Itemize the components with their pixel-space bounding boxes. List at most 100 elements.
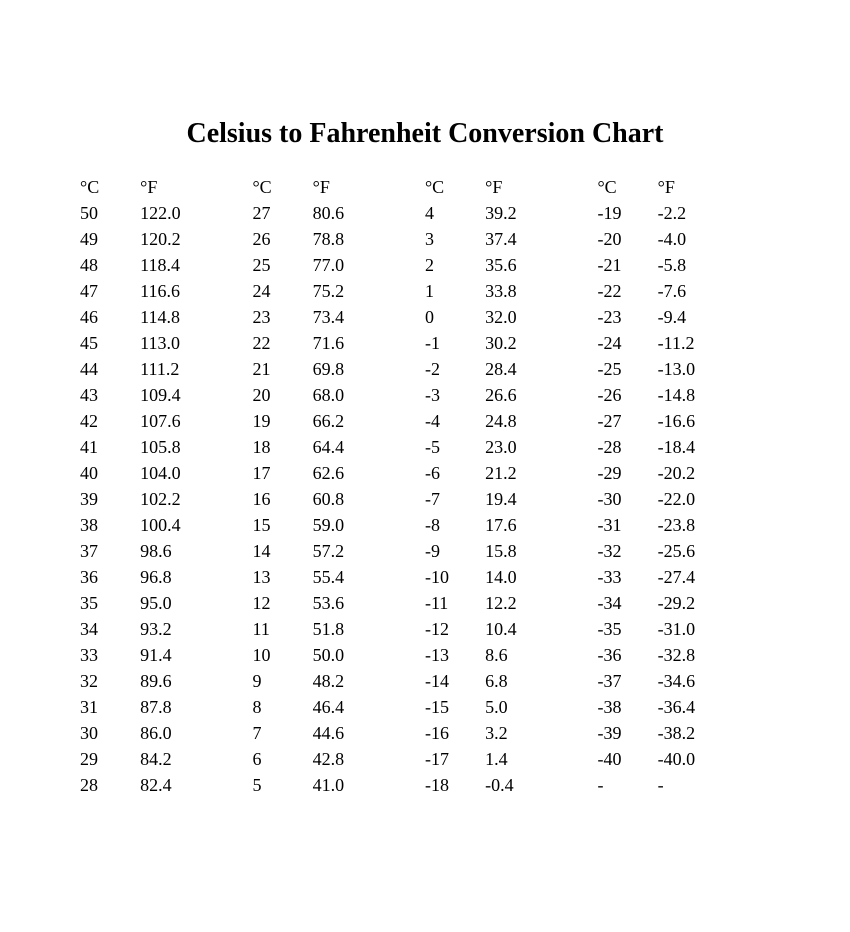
- document-page: Celsius to Fahrenheit Conversion Chart °…: [0, 0, 850, 798]
- col-header-f: °F: [658, 174, 770, 200]
- cell-fahrenheit: 53.6: [313, 590, 425, 616]
- cell-celsius: 41: [80, 434, 140, 460]
- cell-fahrenheit: 23.0: [485, 434, 597, 460]
- cell-celsius: -19: [597, 200, 657, 226]
- cell-fahrenheit: 114.8: [140, 304, 252, 330]
- cell-celsius: 4: [425, 200, 485, 226]
- cell-celsius: 22: [252, 330, 312, 356]
- cell-celsius: 34: [80, 616, 140, 642]
- cell-fahrenheit: 89.6: [140, 668, 252, 694]
- cell-fahrenheit: 84.2: [140, 746, 252, 772]
- cell-fahrenheit: 98.6: [140, 538, 252, 564]
- table-row: 3187.8846.4-155.0-38-36.4: [80, 694, 770, 720]
- col-header-f: °F: [140, 174, 252, 200]
- cell-celsius: 45: [80, 330, 140, 356]
- cell-fahrenheit: 21.2: [485, 460, 597, 486]
- cell-fahrenheit: -22.0: [658, 486, 770, 512]
- cell-fahrenheit: -34.6: [658, 668, 770, 694]
- table-header-row: °C °F °C °F °C °F °C °F: [80, 174, 770, 200]
- cell-fahrenheit: 33.8: [485, 278, 597, 304]
- cell-celsius: 23: [252, 304, 312, 330]
- cell-celsius: 6: [252, 746, 312, 772]
- cell-celsius: 29: [80, 746, 140, 772]
- table-row: 3595.01253.6-1112.2-34-29.2: [80, 590, 770, 616]
- cell-fahrenheit: 80.6: [313, 200, 425, 226]
- cell-fahrenheit: -9.4: [658, 304, 770, 330]
- table-row: 50122.02780.6439.2-19-2.2: [80, 200, 770, 226]
- cell-fahrenheit: 32.0: [485, 304, 597, 330]
- conversion-table-body: 50122.02780.6439.2-19-2.249120.22678.833…: [80, 200, 770, 798]
- cell-celsius: 5: [252, 772, 312, 798]
- cell-celsius: -14: [425, 668, 485, 694]
- cell-celsius: 18: [252, 434, 312, 460]
- cell-celsius: -34: [597, 590, 657, 616]
- table-row: 44111.22169.8-228.4-25-13.0: [80, 356, 770, 382]
- cell-fahrenheit: 44.6: [313, 720, 425, 746]
- cell-fahrenheit: 5.0: [485, 694, 597, 720]
- cell-fahrenheit: -16.6: [658, 408, 770, 434]
- cell-fahrenheit: -32.8: [658, 642, 770, 668]
- cell-fahrenheit: 59.0: [313, 512, 425, 538]
- table-row: 2882.4541.0-18-0.4--: [80, 772, 770, 798]
- cell-fahrenheit: -36.4: [658, 694, 770, 720]
- cell-celsius: -16: [425, 720, 485, 746]
- cell-celsius: 39: [80, 486, 140, 512]
- cell-celsius: 47: [80, 278, 140, 304]
- cell-celsius: 32: [80, 668, 140, 694]
- cell-fahrenheit: 118.4: [140, 252, 252, 278]
- cell-celsius: -27: [597, 408, 657, 434]
- cell-celsius: 3: [425, 226, 485, 252]
- cell-celsius: 35: [80, 590, 140, 616]
- cell-celsius: 49: [80, 226, 140, 252]
- page-title: Celsius to Fahrenheit Conversion Chart: [0, 118, 850, 150]
- cell-celsius: -4: [425, 408, 485, 434]
- cell-fahrenheit: 39.2: [485, 200, 597, 226]
- cell-celsius: -37: [597, 668, 657, 694]
- table-row: 3798.61457.2-915.8-32-25.6: [80, 538, 770, 564]
- cell-celsius: -39: [597, 720, 657, 746]
- cell-fahrenheit: 24.8: [485, 408, 597, 434]
- cell-fahrenheit: 120.2: [140, 226, 252, 252]
- cell-celsius: -18: [425, 772, 485, 798]
- cell-fahrenheit: 46.4: [313, 694, 425, 720]
- cell-fahrenheit: 41.0: [313, 772, 425, 798]
- cell-fahrenheit: 71.6: [313, 330, 425, 356]
- cell-fahrenheit: 105.8: [140, 434, 252, 460]
- cell-celsius: 10: [252, 642, 312, 668]
- cell-celsius: -17: [425, 746, 485, 772]
- cell-fahrenheit: 68.0: [313, 382, 425, 408]
- cell-celsius: -23: [597, 304, 657, 330]
- cell-celsius: 1: [425, 278, 485, 304]
- cell-fahrenheit: -38.2: [658, 720, 770, 746]
- cell-fahrenheit: 69.8: [313, 356, 425, 382]
- cell-celsius: 26: [252, 226, 312, 252]
- cell-celsius: -12: [425, 616, 485, 642]
- table-row: 43109.42068.0-326.6-26-14.8: [80, 382, 770, 408]
- table-row: 38100.41559.0-817.6-31-23.8: [80, 512, 770, 538]
- cell-fahrenheit: -2.2: [658, 200, 770, 226]
- table-row: 47116.62475.2133.8-22-7.6: [80, 278, 770, 304]
- cell-celsius: 40: [80, 460, 140, 486]
- cell-fahrenheit: 35.6: [485, 252, 597, 278]
- cell-fahrenheit: -29.2: [658, 590, 770, 616]
- cell-celsius: 43: [80, 382, 140, 408]
- table-row: 3086.0744.6-163.2-39-38.2: [80, 720, 770, 746]
- cell-fahrenheit: -7.6: [658, 278, 770, 304]
- cell-fahrenheit: 14.0: [485, 564, 597, 590]
- table-row: 42107.61966.2-424.8-27-16.6: [80, 408, 770, 434]
- cell-celsius: -35: [597, 616, 657, 642]
- cell-fahrenheit: 73.4: [313, 304, 425, 330]
- cell-celsius: 25: [252, 252, 312, 278]
- cell-fahrenheit: 8.6: [485, 642, 597, 668]
- cell-celsius: -9: [425, 538, 485, 564]
- cell-fahrenheit: 48.2: [313, 668, 425, 694]
- table-row: 3391.41050.0-138.6-36-32.8: [80, 642, 770, 668]
- cell-fahrenheit: 78.8: [313, 226, 425, 252]
- table-row: 41105.81864.4-523.0-28-18.4: [80, 434, 770, 460]
- col-header-c: °C: [425, 174, 485, 200]
- cell-celsius: -8: [425, 512, 485, 538]
- cell-celsius: 30: [80, 720, 140, 746]
- cell-celsius: -24: [597, 330, 657, 356]
- cell-celsius: -1: [425, 330, 485, 356]
- cell-celsius: -21: [597, 252, 657, 278]
